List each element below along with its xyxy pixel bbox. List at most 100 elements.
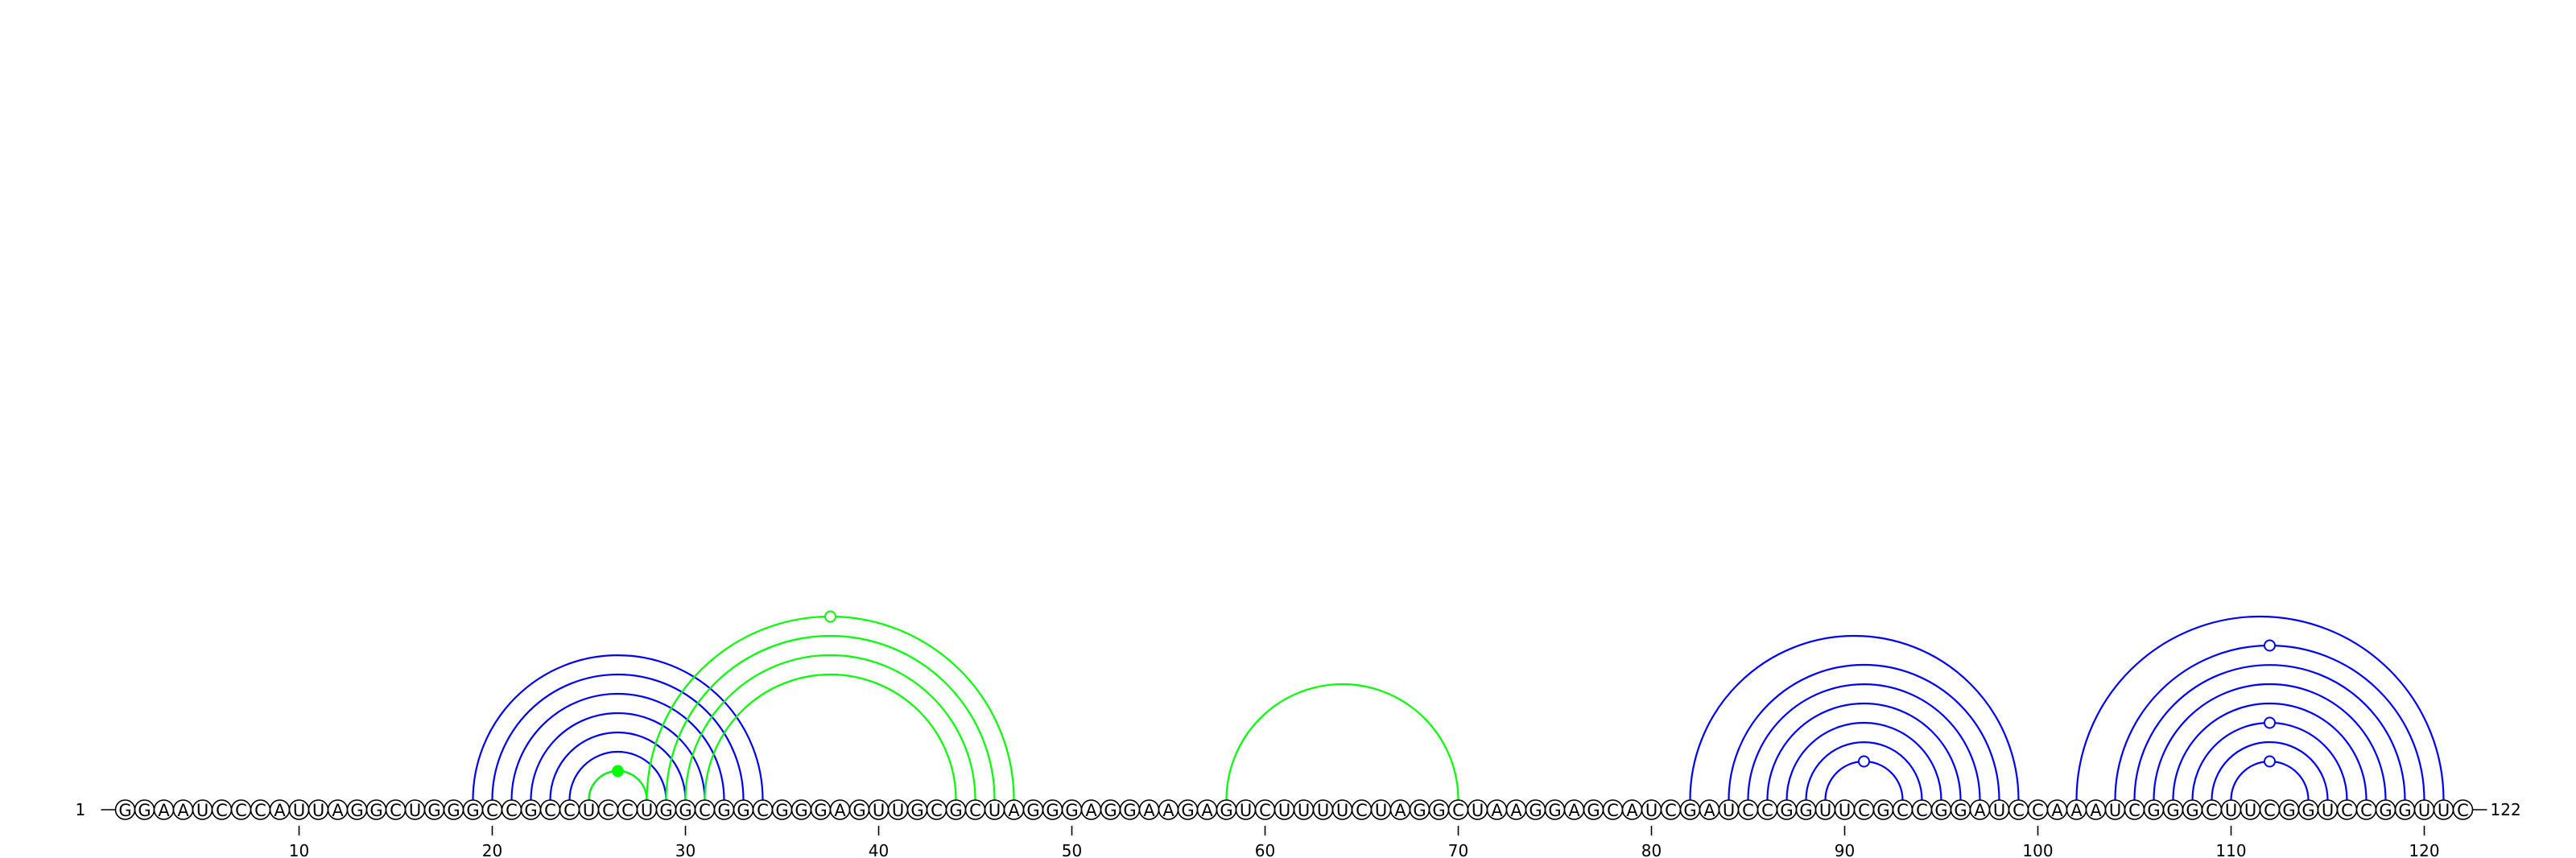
nucleotide-letter: U — [892, 801, 904, 820]
nucleotide-letter: U — [312, 801, 324, 820]
nucleotide-letter: A — [1491, 801, 1503, 820]
nucleotide: A — [2085, 799, 2107, 820]
nucleotide: G — [1119, 799, 1141, 820]
arc-apex-marker — [1858, 755, 1870, 768]
nucleotide-letter: A — [1085, 801, 1097, 820]
nucleotide-letter: U — [1993, 801, 2005, 820]
nucleotide-letter: U — [1819, 801, 1831, 820]
tick-label: 40 — [869, 841, 889, 858]
nucleotide: G — [713, 799, 735, 820]
nucleotide-letter: G — [138, 801, 151, 820]
nucleotide: C — [2124, 799, 2145, 820]
nucleotide: U — [308, 799, 329, 820]
nucleotide: G — [443, 799, 464, 820]
tick-label: 20 — [482, 841, 502, 858]
nucleotide-letter: U — [1723, 801, 1735, 820]
nucleotide: C — [2259, 799, 2281, 820]
nucleotide: A — [1080, 799, 1102, 820]
nucleotide-letter: C — [506, 801, 518, 820]
nucleotide-letter: A — [1162, 801, 1174, 820]
nucleotide-letter: A — [2090, 801, 2102, 820]
nucleotide: C — [752, 799, 774, 820]
nucleotide: U — [1814, 799, 1836, 820]
nucleotide: C — [1911, 799, 1933, 820]
nucleotide: U — [192, 799, 213, 820]
nucleotide-letter: A — [834, 801, 846, 820]
nucleotide-letter: G — [1683, 801, 1696, 820]
nucleotide-letter: C — [1897, 801, 1909, 820]
nucleotide-letter: C — [1452, 801, 1464, 820]
nucleotide-letter: G — [2379, 801, 2392, 820]
nucleotide: A — [1003, 799, 1025, 820]
nucleotide-letter: A — [1974, 801, 1986, 820]
nucleotide-letter: G — [737, 801, 749, 820]
nucleotide-letter: G — [1529, 801, 1542, 820]
base-pair-arc — [568, 750, 667, 801]
nucleotide-letter: A — [1510, 801, 1522, 820]
nucleotide: U — [1718, 799, 1740, 820]
tick-label: 10 — [289, 841, 309, 858]
nucleotide-letter: U — [1375, 801, 1387, 820]
nucleotide: U — [2317, 799, 2339, 820]
nucleotide-letter: A — [1703, 801, 1715, 820]
nucleotide-letter: G — [2398, 801, 2411, 820]
nucleotide: G — [771, 799, 793, 820]
nucleotide: G — [1776, 799, 1798, 820]
nucleotide-letter: U — [1336, 801, 1348, 820]
nucleotide: G — [1544, 799, 1566, 820]
nucleotide-letter: A — [1008, 801, 1020, 820]
nucleotide-letter: C — [544, 801, 556, 820]
nucleotide-letter: A — [1626, 801, 1638, 820]
nucleotide: G — [810, 799, 832, 820]
nucleotide-letter: C — [1607, 801, 1619, 820]
nucleotide-letter: G — [910, 801, 923, 820]
nucleotide-letter: C — [564, 801, 576, 820]
nucleotide: C — [385, 799, 407, 820]
nucleotide: G — [2394, 799, 2416, 820]
nucleotide: U — [1235, 799, 1257, 820]
nucleotide-letter: U — [409, 801, 421, 820]
nucleotide: G — [945, 799, 967, 820]
arc-apex-marker — [2264, 755, 2276, 768]
nucleotide-letter: G — [1413, 801, 1426, 820]
nucleotide-letter: G — [679, 801, 691, 820]
nucleotide-letter: G — [814, 801, 827, 820]
nucleotide-letter: U — [1298, 801, 1310, 820]
nucleotide: G — [1216, 799, 1237, 820]
nucleotide-letter: C — [2457, 801, 2469, 820]
base-pair-arc — [1805, 740, 1923, 801]
nucleotide: C — [211, 799, 233, 820]
nucleotide-letter: G — [1780, 801, 1793, 820]
nucleotide-letter: U — [641, 801, 653, 820]
nucleotide-letter: G — [369, 801, 382, 820]
nucleotide-letter: U — [583, 801, 595, 820]
nucleotide-letter: G — [1954, 801, 1967, 820]
nucleotide-letter: G — [524, 801, 537, 820]
nucleotide-letter: U — [1278, 801, 1290, 820]
nucleotide: G — [848, 799, 870, 820]
nucleotide-letter: G — [1181, 801, 1194, 820]
nucleotide: A — [1486, 799, 1508, 820]
base-pair-arc — [2075, 615, 2445, 801]
nucleotide: G — [1100, 799, 1121, 820]
nucleotide-letter: G — [1046, 801, 1059, 820]
nucleotide: A — [1389, 799, 1411, 820]
nucleotide-letter: U — [1317, 801, 1329, 820]
nucleotide: G — [2182, 799, 2203, 820]
nucleotide-letter: U — [1472, 801, 1484, 820]
nucleotide: C — [694, 799, 716, 820]
nucleotide-letter: G — [2301, 801, 2314, 820]
nucleotide-letter: U — [1240, 801, 1252, 820]
nucleotide: G — [134, 799, 155, 820]
nucleotide: A — [829, 799, 851, 820]
nucleotide-letter: G — [795, 801, 807, 820]
nucleotide: A — [2066, 799, 2087, 820]
nucleotide-letter: U — [2322, 801, 2334, 820]
base-pair-arc — [510, 692, 725, 801]
sequence-start-label: 1 — [76, 800, 86, 819]
base-pair-arc — [1747, 683, 1981, 801]
nucleotide-letter: G — [118, 801, 131, 820]
tick-label: 120 — [2409, 841, 2439, 858]
nucleotide-letter: C — [621, 801, 634, 820]
